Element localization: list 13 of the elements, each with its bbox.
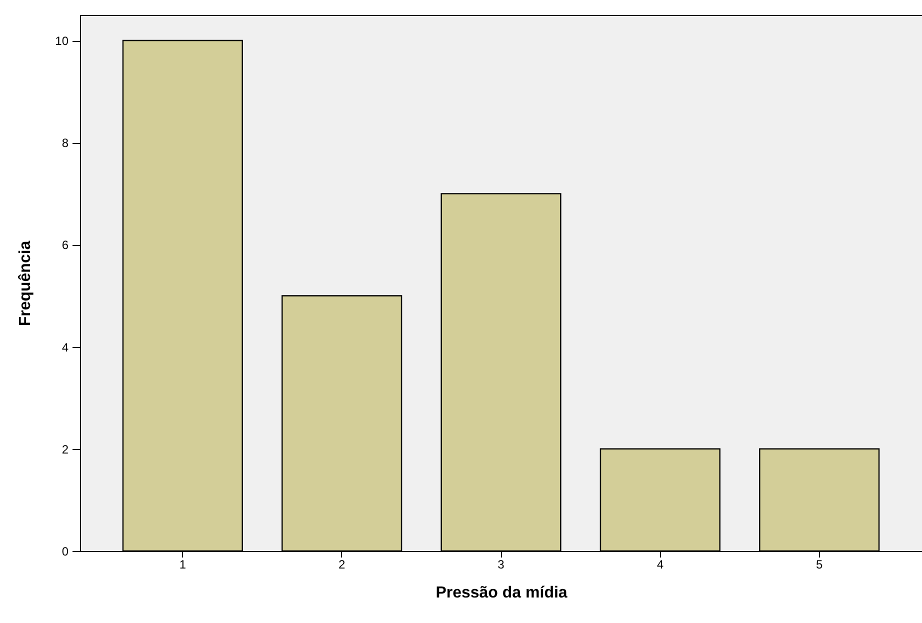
y-tick-label: 2 [62,442,69,456]
x-tick-label: 4 [656,558,664,572]
y-tick-label: 4 [62,340,69,354]
x-axis-title: Pressão da mídia [436,584,568,602]
x-tick-label: 5 [816,558,823,572]
y-axis-title: Frequência [17,240,34,326]
y-tick-label: 6 [62,238,69,252]
y-tick-label: 10 [55,34,69,48]
x-tick-label: 2 [338,558,346,572]
x-tick-label: 3 [498,558,505,572]
y-tick-label: 0 [62,544,69,558]
y-tick-label: 8 [62,136,69,150]
x-tick-label: 1 [179,558,186,572]
